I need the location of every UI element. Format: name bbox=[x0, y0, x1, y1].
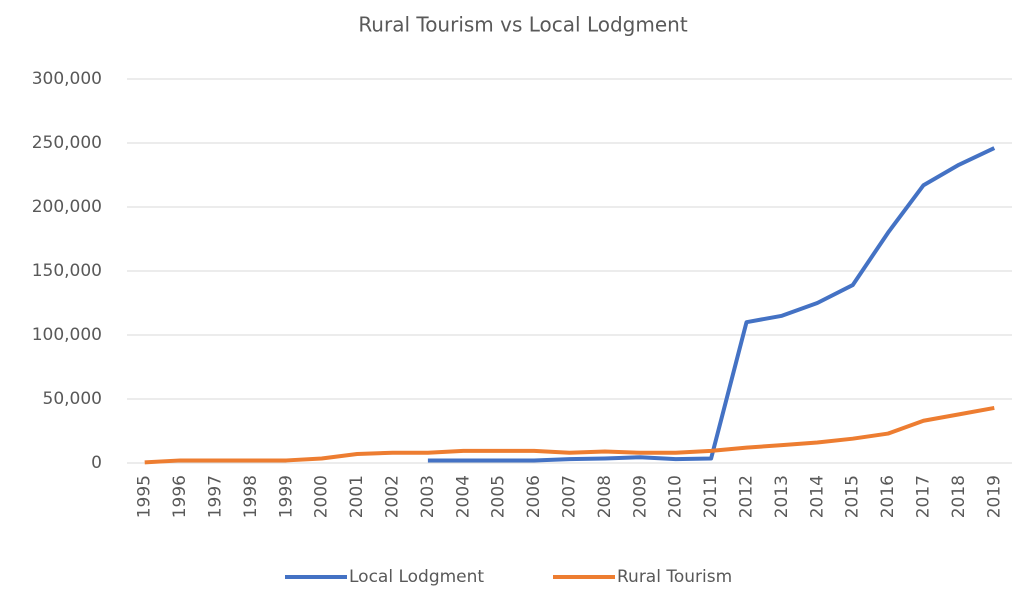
x-tick-label: 2013 bbox=[772, 475, 792, 518]
y-tick-label: 300,000 bbox=[32, 69, 102, 89]
x-tick-label: 1995 bbox=[135, 475, 155, 518]
x-tick-label: 2015 bbox=[843, 475, 863, 518]
x-tick-label: 2008 bbox=[595, 475, 615, 518]
x-tick-label: 2009 bbox=[630, 475, 650, 518]
x-tick-label: 2014 bbox=[807, 475, 827, 518]
series-line bbox=[144, 405, 995, 465]
x-tick-label: 1997 bbox=[206, 475, 226, 518]
x-tick-label: 2001 bbox=[347, 475, 367, 518]
x-tick-label: 2016 bbox=[878, 475, 898, 518]
y-tick-label: 0 bbox=[91, 453, 102, 473]
y-tick-label: 250,000 bbox=[32, 133, 102, 153]
x-tick-label: 2006 bbox=[524, 475, 544, 518]
x-tick-label: 2017 bbox=[914, 475, 934, 518]
x-tick-label: 1999 bbox=[276, 475, 296, 518]
x-tick-label: 2005 bbox=[489, 475, 509, 518]
x-tick-label: 2018 bbox=[949, 475, 969, 518]
legend-label: Local Lodgment bbox=[349, 567, 484, 587]
legend-label: Rural Tourism bbox=[617, 567, 732, 587]
x-tick-label: 2012 bbox=[737, 475, 757, 518]
x-tick-label: 1996 bbox=[170, 475, 190, 518]
x-tick-label: 2003 bbox=[418, 475, 438, 518]
x-tick-label: 2002 bbox=[383, 475, 403, 518]
y-tick-label: 150,000 bbox=[32, 261, 102, 281]
y-tick-label: 50,000 bbox=[43, 389, 102, 409]
x-tick-label: 2010 bbox=[666, 475, 686, 518]
x-tick-label: 2019 bbox=[984, 475, 1004, 518]
y-tick-label: 200,000 bbox=[32, 197, 102, 217]
y-tick-label: 100,000 bbox=[32, 325, 102, 345]
x-tick-label: 2011 bbox=[701, 475, 721, 518]
x-tick-label: 2007 bbox=[560, 475, 580, 518]
x-tick-label: 2004 bbox=[453, 475, 473, 518]
chart-title: Rural Tourism vs Local Lodgment bbox=[358, 13, 688, 37]
x-tick-label: 2000 bbox=[312, 475, 332, 518]
series-line bbox=[427, 146, 996, 463]
x-tick-label: 1998 bbox=[241, 475, 261, 518]
